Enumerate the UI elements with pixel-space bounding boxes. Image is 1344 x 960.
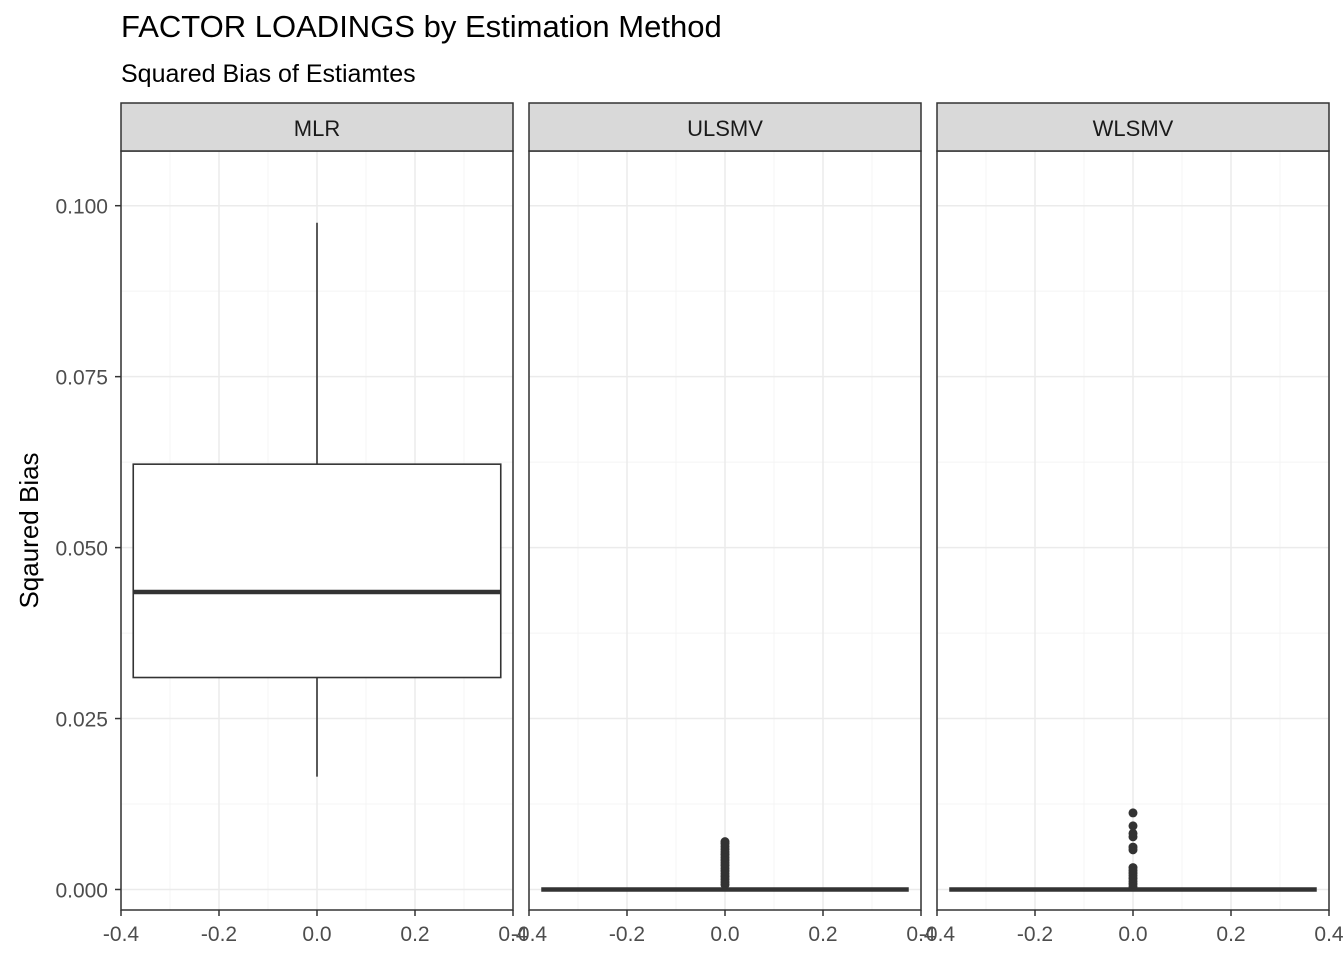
y-tick-label: 0.075: [55, 367, 108, 390]
x-tick-label: -0.2: [609, 923, 645, 946]
facet-strip-label: ULSMV: [687, 116, 763, 141]
x-tick-label: -0.2: [201, 923, 237, 946]
x-tick-label: 0.2: [1216, 923, 1245, 946]
x-tick-label: 0.2: [400, 923, 429, 946]
outlier-point: [720, 837, 730, 847]
y-tick-label: 0.050: [55, 538, 108, 561]
x-tick-label: 0.2: [808, 923, 837, 946]
chart-subtitle: Squared Bias of Estiamtes: [121, 60, 416, 88]
y-axis-title: Sqaured Bias: [14, 452, 44, 608]
x-tick-label: 0.0: [302, 923, 331, 946]
facet-strip: [528, 102, 922, 152]
x-tick-label: 0.4: [498, 923, 528, 946]
x-tick-label: -0.2: [1017, 923, 1053, 946]
x-tick-label: -0.4: [511, 923, 548, 946]
x-tick-label: -0.4: [103, 923, 140, 946]
facet-strip: [936, 102, 1330, 152]
x-tick-label: -0.4: [919, 923, 956, 946]
facet-strip: [120, 102, 514, 152]
outlier-point: [1128, 821, 1138, 831]
chart-title: FACTOR LOADINGS by Estimation Method: [121, 9, 722, 44]
y-tick-label: 0.025: [55, 709, 108, 732]
facet-strip-label: MLR: [294, 116, 340, 141]
facet-strip-label: WLSMV: [1093, 116, 1174, 141]
outlier-point: [1128, 828, 1138, 838]
x-tick-label: 0.4: [906, 923, 936, 946]
x-tick-label: 0.4: [1314, 923, 1344, 946]
outlier-point: [1128, 808, 1138, 818]
box-iqr: [132, 463, 502, 679]
x-tick-label: 0.0: [710, 923, 739, 946]
outlier-point: [1128, 842, 1138, 852]
y-tick-label: 0.000: [55, 879, 108, 902]
y-tick-label: 0.100: [55, 196, 108, 219]
outlier-point: [1128, 863, 1138, 873]
x-tick-label: 0.0: [1118, 923, 1147, 946]
